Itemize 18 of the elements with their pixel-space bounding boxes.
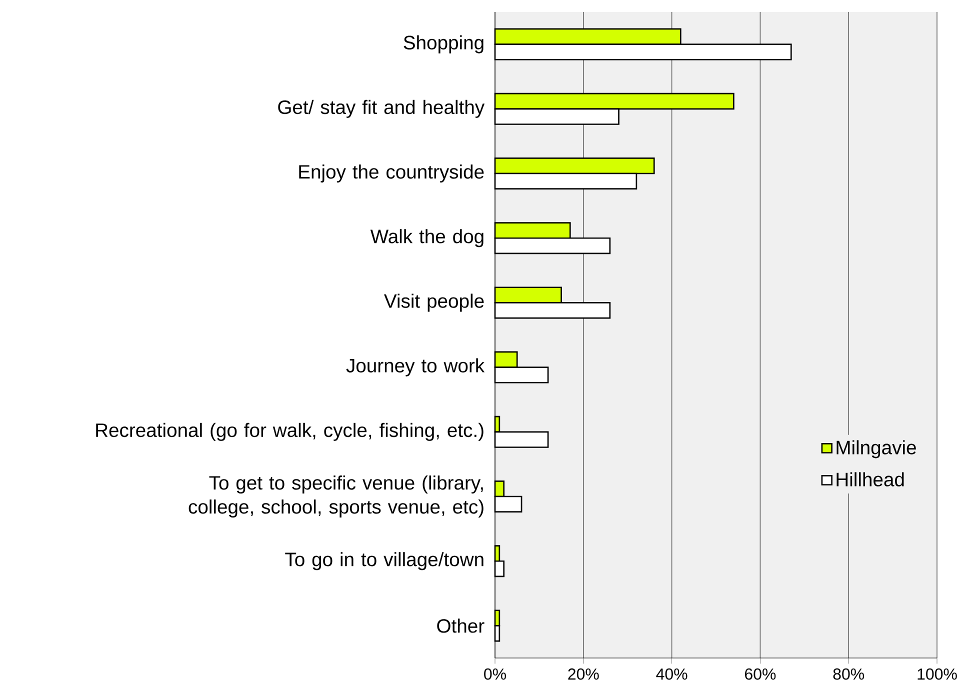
y-tick-label: Enjoy the countryside bbox=[299, 164, 484, 183]
y-tick-label: Walk the dog bbox=[370, 229, 484, 248]
y-tick-label: Recreational (go for walk, cycle, fishing, etc.) bbox=[96, 422, 484, 441]
y-tick-label: Get/ stay fit and healthy bbox=[278, 100, 485, 118]
x-tick-label: 20% bbox=[568, 668, 599, 680]
x-tick-label: 100% bbox=[918, 668, 957, 680]
x-tick-label: 80% bbox=[833, 668, 864, 680]
y-tick-label: Shopping bbox=[404, 35, 484, 54]
x-tick-label: 0% bbox=[484, 668, 506, 680]
y-tick-label: To get to specific venue (library, college, school, sports venue, etc) bbox=[188, 475, 484, 518]
y-tick-label: Other bbox=[437, 618, 484, 633]
x-tick-label: 60% bbox=[745, 668, 776, 680]
y-tick-label: To go in to village/town bbox=[285, 552, 484, 570]
legend-label: Milngavie bbox=[836, 440, 916, 458]
y-tick-label: Visit people bbox=[384, 294, 484, 312]
y-tick-label: Journey to work bbox=[346, 358, 485, 376]
legend-label: Hillhead bbox=[836, 472, 904, 486]
x-tick-label: 40% bbox=[656, 668, 688, 680]
